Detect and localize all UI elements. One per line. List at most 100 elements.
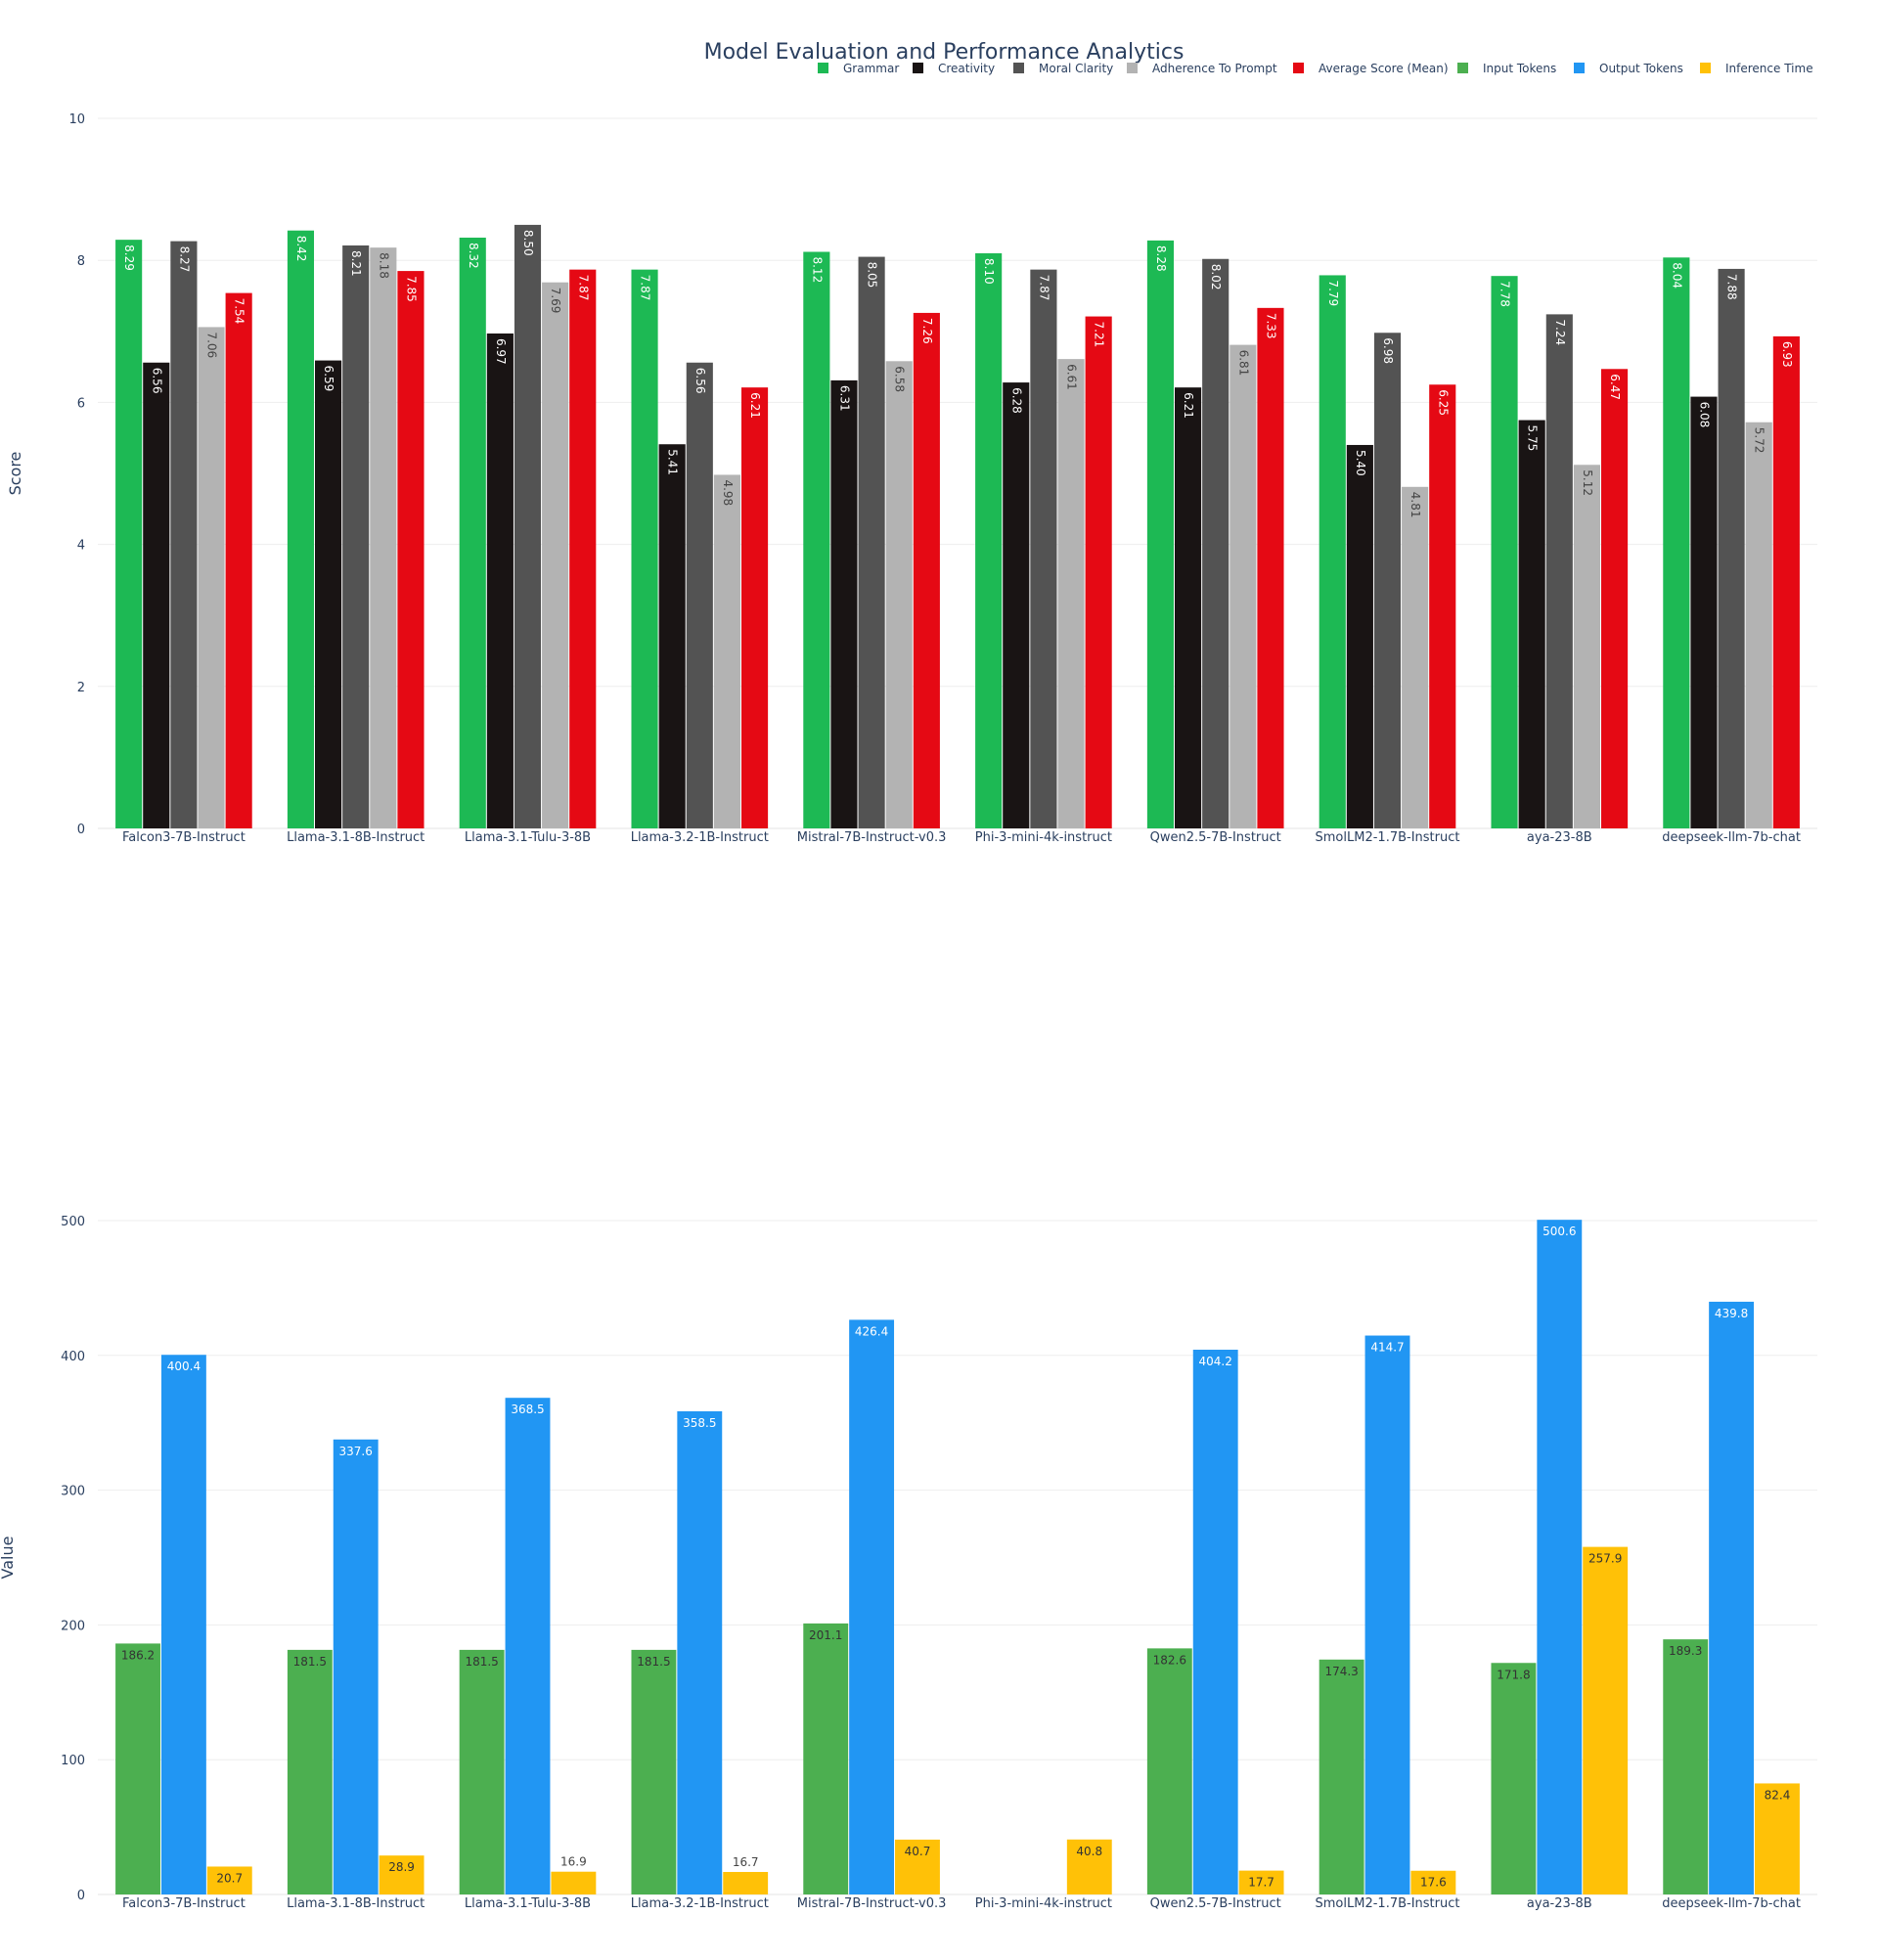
y-axis-title: Score bbox=[6, 452, 24, 496]
legend: Grammar Creativity Moral Clarity Adherence … bbox=[818, 62, 1813, 75]
legend-swatch bbox=[1293, 63, 1304, 73]
bar-grammar bbox=[287, 230, 315, 828]
legend-item-creativity[interactable]: Creativity bbox=[913, 62, 995, 75]
bar-inference-time bbox=[1583, 1546, 1629, 1894]
bar-input-tokens bbox=[803, 1623, 849, 1894]
data-label: 7.21 bbox=[1093, 322, 1106, 348]
data-label: 8.10 bbox=[982, 258, 996, 285]
x-tick-label: aya-23-8B bbox=[1527, 1896, 1592, 1911]
token-chart: 0 100 200 300 400 500 Value Falcon3-7B-Instruct… bbox=[0, 1215, 1817, 1911]
bar-grammar bbox=[975, 252, 1003, 828]
bar-creativity bbox=[1518, 420, 1545, 828]
legend-swatch bbox=[1013, 63, 1024, 73]
data-label: 5.12 bbox=[1581, 469, 1594, 496]
x-tick-label: Phi-3-mini-4k-instruct bbox=[975, 1896, 1112, 1911]
bar-adherence-to-prompt bbox=[198, 327, 225, 829]
data-label: 6.59 bbox=[322, 366, 335, 392]
data-label: 6.31 bbox=[837, 385, 851, 412]
bar-average-score-mean bbox=[913, 312, 940, 828]
bar-average-score-mean bbox=[397, 271, 425, 829]
y-tick-label: 6 bbox=[77, 396, 85, 411]
bar-input-tokens bbox=[1146, 1648, 1192, 1894]
data-label: 8.05 bbox=[866, 262, 879, 289]
data-label: 40.8 bbox=[1076, 1845, 1102, 1858]
legend-item-output-tokens[interactable]: Output Tokens bbox=[1574, 62, 1683, 75]
bar-moral-clarity bbox=[342, 245, 370, 829]
data-label: 7.33 bbox=[1264, 313, 1277, 339]
y-tick-label: 0 bbox=[77, 1889, 85, 1903]
data-label: 8.12 bbox=[810, 256, 824, 283]
legend-item-moral-clarity[interactable]: Moral Clarity bbox=[1013, 62, 1113, 75]
bar-adherence-to-prompt bbox=[1402, 486, 1429, 828]
x-tick-label: Phi-3-mini-4k-instruct bbox=[975, 830, 1112, 845]
x-tick-label: aya-23-8B bbox=[1527, 830, 1592, 845]
data-label: 7.78 bbox=[1498, 281, 1512, 307]
data-label: 6.21 bbox=[748, 392, 762, 419]
bar-grammar bbox=[803, 251, 830, 828]
bar-grammar bbox=[1319, 275, 1346, 828]
bar-moral-clarity bbox=[1202, 258, 1230, 828]
legend-label: Grammar bbox=[843, 62, 899, 75]
data-label: 181.5 bbox=[465, 1655, 498, 1669]
data-label: 171.8 bbox=[1497, 1668, 1530, 1681]
data-label: 8.28 bbox=[1154, 245, 1168, 272]
bar-average-score-mean bbox=[1429, 384, 1456, 828]
y-tick-label: 100 bbox=[61, 1754, 85, 1768]
bar-inference-time bbox=[551, 1871, 597, 1894]
data-label: 5.75 bbox=[1526, 425, 1540, 452]
legend-label: Moral Clarity bbox=[1039, 62, 1113, 75]
bar-inference-time bbox=[206, 1866, 252, 1894]
bar-input-tokens bbox=[1319, 1659, 1364, 1894]
legend-item-input-tokens[interactable]: Input Tokens bbox=[1457, 62, 1556, 75]
y-tick-label: 4 bbox=[77, 539, 85, 554]
legend-item-adherence-to-prompt[interactable]: Adherence To Prompt bbox=[1127, 62, 1277, 75]
bar-inference-time bbox=[1066, 1839, 1112, 1894]
data-label: 201.1 bbox=[809, 1628, 842, 1642]
bar-average-score-mean bbox=[1085, 316, 1112, 829]
legend-swatch bbox=[1700, 63, 1711, 73]
bar-grammar bbox=[459, 237, 486, 828]
bar-moral-clarity bbox=[686, 362, 713, 828]
data-label: 257.9 bbox=[1588, 1552, 1622, 1566]
bar-creativity bbox=[830, 379, 858, 828]
data-label: 7.87 bbox=[1037, 275, 1051, 301]
legend-label: Adherence To Prompt bbox=[1152, 62, 1277, 75]
y-tick-label: 400 bbox=[61, 1350, 85, 1364]
bar-moral-clarity bbox=[858, 256, 885, 828]
bar-average-score-mean bbox=[1772, 335, 1800, 828]
bar-creativity bbox=[658, 444, 686, 828]
data-label: 404.2 bbox=[1199, 1355, 1232, 1368]
data-label: 6.81 bbox=[1236, 350, 1250, 377]
data-label: 181.5 bbox=[293, 1655, 327, 1669]
legend-item-grammar[interactable]: Grammar bbox=[818, 62, 899, 75]
data-label: 439.8 bbox=[1715, 1307, 1748, 1320]
x-tick-label: Qwen2.5-7B-Instruct bbox=[1150, 1896, 1281, 1911]
bar-creativity bbox=[1690, 396, 1718, 828]
data-label: 186.2 bbox=[121, 1648, 155, 1662]
legend-label: Inference Time bbox=[1725, 62, 1813, 75]
data-label: 16.7 bbox=[733, 1855, 759, 1869]
bar-average-score-mean bbox=[1600, 369, 1629, 828]
data-label: 8.02 bbox=[1209, 264, 1223, 290]
data-label: 4.98 bbox=[721, 479, 735, 506]
bar-creativity bbox=[143, 362, 170, 828]
bar-output-tokens bbox=[333, 1439, 379, 1894]
legend-item-inference-time[interactable]: Inference Time bbox=[1700, 62, 1813, 75]
data-label: 189.3 bbox=[1669, 1644, 1702, 1658]
legend-swatch bbox=[913, 63, 923, 73]
y-tick-label: 500 bbox=[61, 1215, 85, 1229]
x-tick-label: deepseek-llm-7b-chat bbox=[1662, 1896, 1801, 1911]
bar-average-score-mean bbox=[1257, 307, 1284, 828]
x-tick-label: Mistral-7B-Instruct-v0.3 bbox=[797, 830, 947, 845]
legend-label: Input Tokens bbox=[1483, 62, 1556, 75]
y-axis-title: Value bbox=[0, 1537, 17, 1580]
bar-adherence-to-prompt bbox=[1230, 344, 1257, 828]
x-tick-label: deepseek-llm-7b-chat bbox=[1662, 830, 1801, 845]
legend-swatch bbox=[1574, 63, 1585, 73]
bar-grammar bbox=[1663, 257, 1690, 828]
legend-item-average-score-mean[interactable]: Average Score (Mean) bbox=[1293, 62, 1449, 75]
data-label: 6.08 bbox=[1697, 402, 1711, 428]
x-tick-label: Mistral-7B-Instruct-v0.3 bbox=[797, 1896, 947, 1911]
bar-creativity bbox=[486, 333, 514, 828]
x-tick-label: SmolLM2-1.7B-Instruct bbox=[1316, 830, 1460, 845]
